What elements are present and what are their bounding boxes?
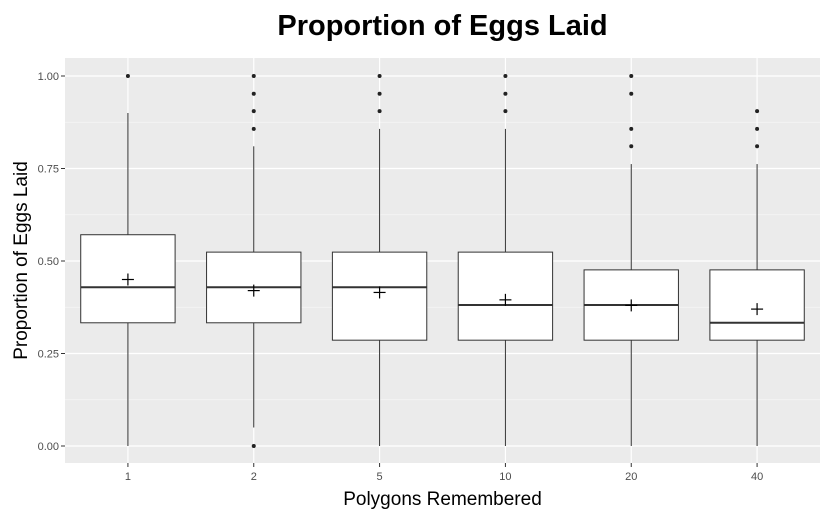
outlier-point: [629, 144, 634, 149]
box-body: [457, 251, 554, 341]
x-tick-label: 40: [751, 471, 763, 483]
outlier-point: [251, 444, 256, 448]
outlier-point: [251, 74, 256, 78]
box-10: [457, 74, 554, 446]
y-tick-label: 0.00: [38, 441, 59, 453]
x-tick-label: 5: [377, 471, 383, 483]
x-tick-label: 10: [499, 471, 511, 483]
box-1: [80, 74, 176, 446]
outlier-point: [377, 109, 382, 114]
outlier-point: [377, 74, 382, 78]
box-20: [583, 74, 679, 446]
y-axis-title: Proportion of Eggs Laid: [11, 161, 32, 360]
outlier-point: [755, 144, 760, 149]
outlier-point: [629, 91, 634, 96]
outlier-point: [629, 126, 634, 131]
y-tick-label: 1.00: [38, 71, 59, 83]
x-tick-label: 20: [625, 471, 637, 483]
box-2: [206, 74, 302, 448]
y-tick-label: 0.25: [38, 349, 59, 361]
outlier-point: [503, 91, 508, 96]
y-tick-label: 0.50: [38, 256, 59, 268]
outlier-point: [503, 109, 508, 114]
x-axis-title: Polygons Remembered: [343, 489, 542, 510]
outlier-point: [251, 91, 256, 96]
box-40: [709, 109, 805, 446]
outlier-point: [251, 126, 256, 131]
x-tick-label: 2: [251, 471, 257, 483]
outlier-point: [755, 109, 760, 114]
outlier-point: [503, 74, 508, 78]
outlier-point: [629, 74, 634, 78]
outlier-point: [755, 126, 760, 131]
axes: 0.00 0.25 0.50 0.75 1.00 1 2 5 10 20 40: [38, 71, 764, 483]
outlier-point: [125, 74, 130, 78]
outlier-point: [251, 109, 256, 114]
chart-title: Proportion of Eggs Laid: [277, 10, 608, 42]
x-tick-label: 1: [125, 471, 131, 483]
box-series: [80, 74, 805, 448]
box-5: [331, 74, 428, 446]
outlier-point: [377, 91, 382, 96]
y-tick-label: 0.75: [38, 164, 59, 176]
